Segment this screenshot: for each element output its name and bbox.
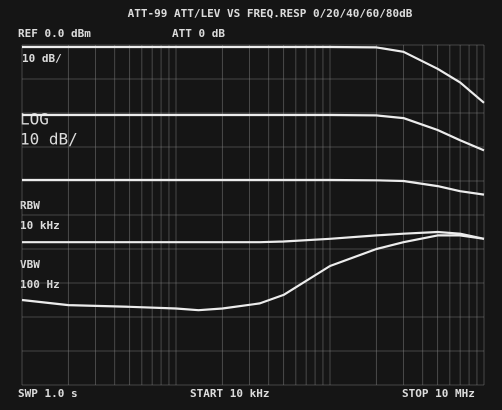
log-label: LOG [20, 110, 49, 129]
attenuation: ATT 0 dB [172, 27, 225, 40]
start-frequency: START 10 kHz [190, 387, 269, 400]
screen-background [0, 0, 502, 410]
vbw-label: VBW [20, 258, 40, 271]
rbw-value: 10 kHz [20, 219, 60, 232]
chart-title: ATT-99 ATT/LEV VS FREQ.RESP 0/20/40/60/8… [128, 7, 413, 20]
analyzer-screen: ATT-99 ATT/LEV VS FREQ.RESP 0/20/40/60/8… [0, 0, 502, 410]
ref-level: REF 0.0 dBm [18, 27, 91, 40]
sweep-time: SWP 1.0 s [18, 387, 78, 400]
stop-frequency: STOP 10 MHz [402, 387, 475, 400]
rbw-label: RBW [20, 199, 40, 212]
log-scale: 10 dB/ [20, 130, 78, 149]
vbw-value: 100 Hz [20, 278, 60, 291]
scale-label: 10 dB/ [22, 52, 62, 65]
